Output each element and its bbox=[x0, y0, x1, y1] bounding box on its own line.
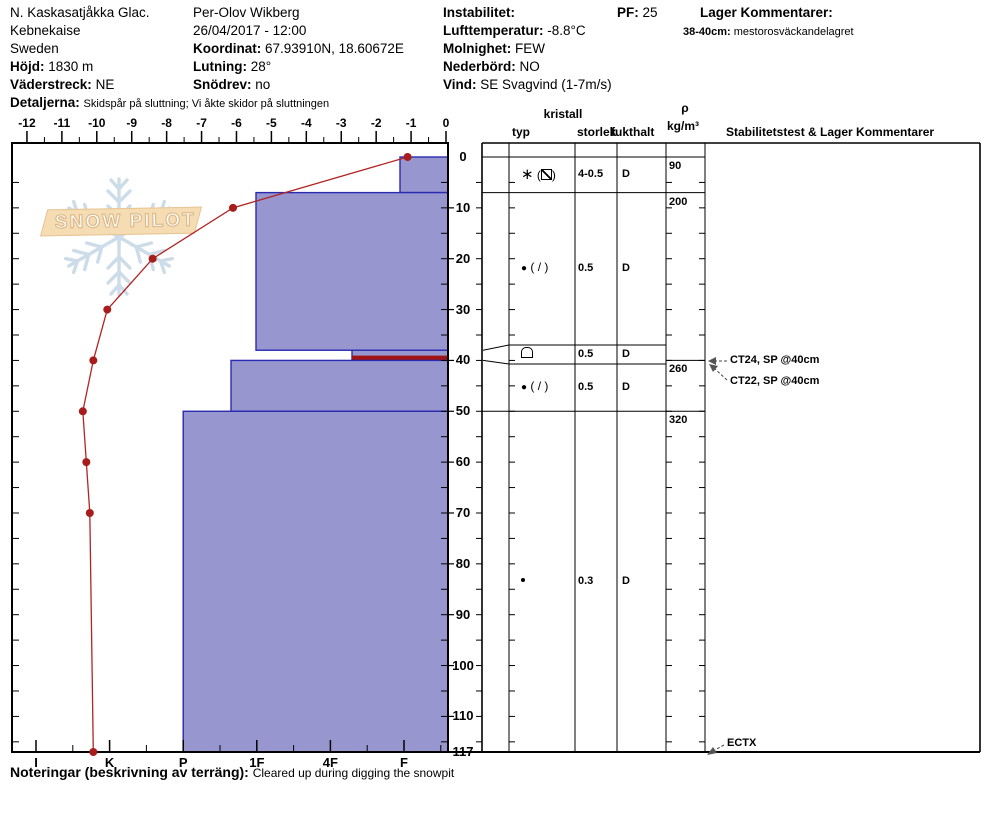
aspect-line: Väderstreck: NE bbox=[10, 77, 114, 93]
airtemp-line: Lufttemperatur: -8.8°C bbox=[443, 23, 586, 39]
region-name: Kebnekaise bbox=[10, 23, 81, 38]
hardness-bar-layer-0 bbox=[399, 156, 449, 194]
annotation-arrowhead-icon bbox=[709, 364, 718, 372]
flagged-layer-marker bbox=[352, 355, 448, 361]
notes-line: Noteringar (beskrivning av terräng): Cle… bbox=[10, 764, 454, 781]
wind-label: Vind: bbox=[443, 77, 477, 92]
sky-label: Molnighet: bbox=[443, 41, 512, 56]
drifting-line: Snödrev: no bbox=[193, 77, 270, 93]
details-line: Detaljerna: Skidspår på sluttning; Vi åk… bbox=[10, 95, 329, 112]
temperature-point bbox=[78, 407, 87, 416]
hardness-bar-layer-4 bbox=[182, 410, 449, 753]
layer-comment-line: 38-40cm: mestorosväckandelagret bbox=[683, 24, 854, 40]
thin-layer-connector bbox=[482, 359, 510, 365]
aspect-label: Väderstreck: bbox=[10, 77, 92, 92]
temperature-point bbox=[403, 153, 412, 161]
sky-value: FEW bbox=[515, 41, 545, 56]
precip-label: Nederbörd: bbox=[443, 59, 516, 74]
notes-label: Noteringar (beskrivning av terräng): bbox=[10, 764, 249, 780]
site-name: N. Kaskasatjåkka Glac. bbox=[10, 5, 150, 20]
temperature-point bbox=[89, 748, 98, 757]
observer-name: Per-Olov Wikberg bbox=[193, 5, 300, 20]
elevation-value: 1830 m bbox=[48, 59, 94, 74]
layer-comments-header: Lager Kommentarer: bbox=[700, 5, 833, 21]
temperature-point bbox=[85, 508, 94, 517]
layer-comment-text: mestorosväckandelagret bbox=[733, 26, 854, 38]
instability-line: Instabilitet: bbox=[443, 5, 515, 21]
annotation-arrowhead-icon bbox=[708, 357, 716, 365]
details-label: Detaljerna: bbox=[10, 95, 80, 110]
coordinate-label: Koordinat: bbox=[193, 41, 262, 56]
datetime: 26/04/2017 - 12:00 bbox=[193, 23, 307, 38]
elevation-label: Höjd: bbox=[10, 59, 45, 74]
annotation-leader-line bbox=[713, 367, 728, 381]
pf-value: 25 bbox=[642, 5, 658, 20]
wind-line: Vind: SE Svagvind (1-7m/s) bbox=[443, 77, 612, 93]
temperature-point bbox=[89, 356, 98, 365]
elevation-line: Höjd: 1830 m bbox=[10, 59, 93, 75]
coordinate-value: 67.93910N, 18.60672E bbox=[265, 41, 404, 56]
plot-border bbox=[11, 142, 449, 753]
temperature-point bbox=[103, 305, 112, 314]
instability-label: Instabilitet: bbox=[443, 5, 516, 20]
slope-value: 28° bbox=[250, 59, 272, 74]
thin-layer-connector bbox=[482, 344, 510, 351]
airtemp-label: Lufttemperatur: bbox=[443, 23, 544, 38]
precip-value: NO bbox=[519, 59, 540, 74]
coordinate-line: Koordinat: 67.93910N, 18.60672E bbox=[193, 41, 404, 57]
annotation-arrowhead-icon bbox=[707, 747, 717, 755]
layer-comment-range: 38-40cm: bbox=[683, 26, 731, 38]
layer-comments-label: Lager Kommentarer: bbox=[700, 5, 833, 20]
slope-line: Lutning: 28° bbox=[193, 59, 271, 75]
hardness-bar-layer-1 bbox=[255, 191, 449, 351]
slope-label: Lutning: bbox=[193, 59, 247, 74]
drifting-label: Snödrev: bbox=[193, 77, 252, 92]
aspect-value: NE bbox=[95, 77, 115, 92]
details-value: Skidspår på sluttning; Vi åkte skidor på… bbox=[83, 98, 330, 110]
airtemp-value: -8.8°C bbox=[547, 23, 586, 38]
pf-label: PF: bbox=[617, 5, 639, 20]
hardness-bar-layer-3 bbox=[230, 359, 449, 412]
temperature-point bbox=[228, 203, 237, 212]
pf-line: PF: 25 bbox=[617, 5, 658, 21]
temperature-point bbox=[82, 458, 91, 467]
wind-value: SE Svagvind (1-7m/s) bbox=[480, 77, 612, 92]
notes-value: Cleared up during digging the snowpit bbox=[252, 766, 455, 780]
country-name: Sweden bbox=[10, 41, 59, 56]
temperature-point bbox=[148, 254, 157, 263]
sky-line: Molnighet: FEW bbox=[443, 41, 545, 57]
drifting-value: no bbox=[255, 77, 271, 92]
precip-line: Nederbörd: NO bbox=[443, 59, 540, 75]
